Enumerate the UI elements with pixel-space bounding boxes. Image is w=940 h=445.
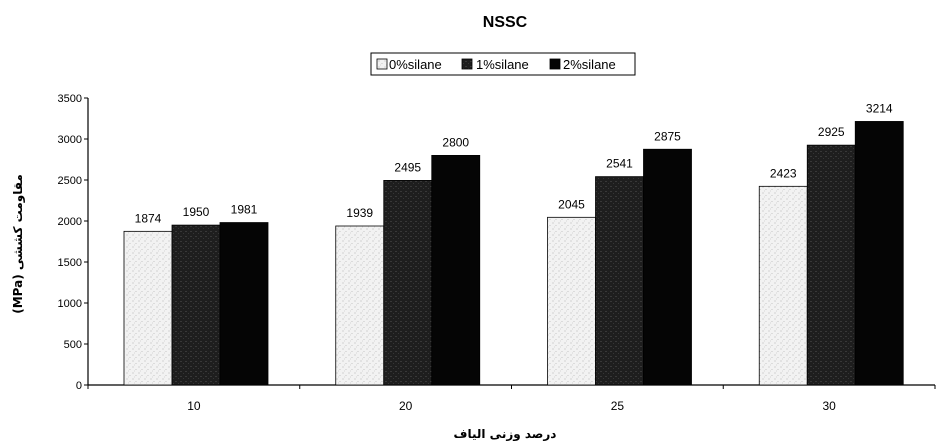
chart-title: NSSC	[483, 14, 528, 31]
bar-2pct-silane-20	[431, 154, 481, 386]
y-tick-label-5: 2500	[58, 175, 82, 187]
data-label-2pct-silane-30: 3214	[866, 101, 893, 115]
bar-0pct-silane-10	[123, 230, 173, 386]
data-label-1pct-silane-30: 2925	[818, 125, 845, 139]
bar-1pct-silane-25	[595, 176, 644, 386]
data-label-0pct-silane-10: 1874	[135, 211, 162, 225]
data-label-0pct-silane-25: 2045	[558, 197, 585, 211]
y-axis-title: مقاومت کششی (MPa)	[11, 174, 26, 314]
data-label-0pct-silane-30: 2423	[770, 166, 797, 180]
bar-1pct-silane-20	[383, 180, 433, 386]
legend-label-1: 1%silane	[476, 57, 529, 72]
x-tick-label-1: 20	[399, 399, 413, 413]
data-label-1pct-silane-20: 2495	[394, 160, 421, 174]
data-label-2pct-silane-25: 2875	[654, 129, 681, 143]
y-tick-label-4: 2000	[58, 216, 82, 228]
x-axis-title: درصد وزنی الیاف	[454, 427, 557, 442]
y-tick-label-6: 3000	[58, 134, 82, 146]
legend-swatch-1	[461, 58, 473, 70]
legend-frame	[370, 52, 636, 76]
legend-label-2: 2%silane	[563, 57, 616, 72]
x-tick-label-3: 30	[822, 399, 836, 413]
data-label-1pct-silane-25: 2541	[606, 157, 633, 171]
legend-swatch-0	[376, 58, 388, 70]
y-tick-label-3: 1500	[58, 257, 82, 269]
x-tick-label-2: 25	[611, 399, 625, 413]
y-tick-label-1: 500	[64, 339, 82, 351]
data-label-2pct-silane-10: 1981	[231, 203, 258, 217]
bar-1pct-silane-30	[806, 144, 856, 386]
x-tick-label-0: 10	[187, 399, 201, 413]
y-tick-label-0: 0	[76, 380, 82, 392]
bar-2pct-silane-25	[643, 148, 692, 386]
data-label-2pct-silane-20: 2800	[442, 135, 469, 149]
bar-2pct-silane-10	[219, 222, 269, 386]
bar-0pct-silane-20	[335, 225, 385, 386]
plot-area: 0 500 1000 1500 2000 2500 3000 3500 10 1874 1950 19…	[58, 93, 936, 413]
legend: 0%silane 1%silane 2%silane	[370, 52, 636, 76]
bar-0pct-silane-25	[547, 216, 596, 386]
bar-2pct-silane-30	[854, 121, 904, 386]
y-tick-label-7: 3500	[58, 93, 82, 105]
data-label-1pct-silane-10: 1950	[183, 205, 210, 219]
bar-0pct-silane-30	[758, 185, 808, 386]
data-label-0pct-silane-20: 1939	[346, 206, 373, 220]
bar-1pct-silane-10	[171, 224, 221, 386]
y-tick-label-2: 1000	[58, 298, 82, 310]
legend-label-0: 0%silane	[389, 57, 442, 72]
legend-swatch-2	[549, 58, 561, 70]
